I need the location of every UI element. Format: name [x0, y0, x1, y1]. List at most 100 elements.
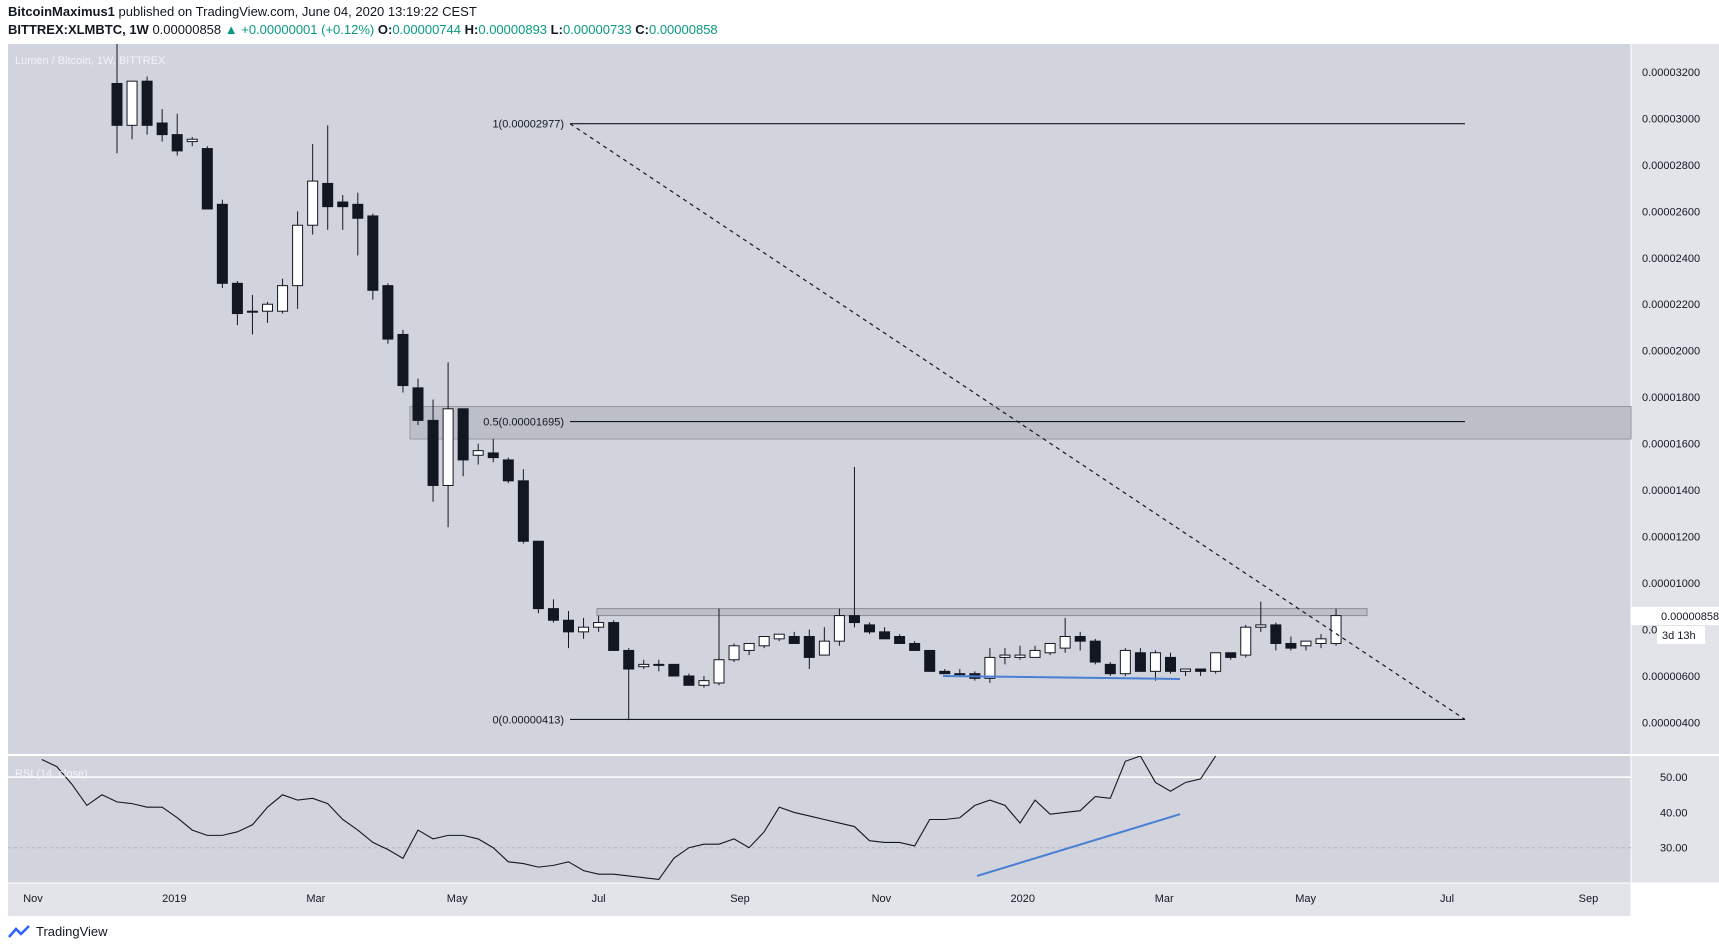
candle-bull	[307, 180, 319, 226]
publish-header: BitcoinMaximus1 published on TradingView…	[0, 0, 1719, 44]
candle-bear	[547, 608, 559, 621]
candle-bull	[1300, 640, 1312, 647]
candle-bear	[1285, 642, 1297, 649]
candle-bear	[382, 285, 394, 340]
open-value: 0.00000744	[392, 22, 462, 37]
rsi-title: RSI (14, close)	[15, 768, 88, 780]
time-tick-label: Mar	[306, 893, 325, 905]
candle-bull	[984, 656, 996, 679]
candle-bear	[427, 419, 439, 486]
price-tick-label: 0.00001000	[1642, 578, 1700, 590]
time-tick-label: 2019	[162, 893, 186, 905]
fib-level-label: 1(0.00002977)	[492, 119, 564, 131]
countdown-label: 3d 13h	[1662, 630, 1696, 642]
time-tick-label: Jul	[1440, 893, 1454, 905]
tradingview-icon	[8, 924, 30, 938]
last-price-tag	[1631, 607, 1719, 625]
candle-bear	[879, 631, 891, 640]
candle-bear	[532, 540, 544, 610]
price-tick-label: 0.00002400	[1642, 253, 1700, 265]
rsi-tick-label: 30.00	[1660, 843, 1688, 855]
chart-title: Lumen / Bitcoin, 1W, BITTREX	[15, 55, 166, 67]
candle-bull	[773, 633, 785, 640]
candle-bear	[201, 148, 213, 210]
descending-trendline	[569, 123, 1466, 720]
last-price-label: 0.00000858	[1661, 611, 1719, 623]
ohlc-legend: BITTREX:XLMBTC, 1W 0.00000858 ▲ +0.00000…	[8, 22, 718, 37]
time-tick-label: Sep	[1579, 893, 1599, 905]
candle-bull	[262, 303, 273, 312]
candle-bull	[638, 663, 650, 668]
candle-bull	[1330, 615, 1342, 644]
candle-bear	[216, 203, 228, 284]
time-tick-label: Jul	[592, 893, 606, 905]
countdown-tag	[1657, 626, 1705, 644]
candle-bull	[186, 138, 198, 143]
author-name[interactable]: BitcoinMaximus1	[8, 4, 115, 19]
candle-bear	[1074, 636, 1086, 642]
candle-bear	[909, 642, 921, 651]
candle-bear	[623, 649, 635, 670]
candle-bull	[1240, 626, 1252, 656]
candle-bull	[954, 673, 966, 676]
high-value: 0.00000893	[478, 22, 548, 37]
candle-bear	[788, 636, 800, 644]
candle-bear	[171, 134, 183, 152]
price-tick-label: 0.00003000	[1642, 113, 1700, 125]
candle-bear	[412, 387, 424, 421]
time-tick-label: Sep	[730, 893, 750, 905]
price-tick-label: 0.00001400	[1642, 485, 1700, 497]
candle-bull	[713, 659, 725, 684]
candle-bull	[126, 80, 138, 126]
candle-bear	[1089, 640, 1101, 663]
tradingview-brand: TradingView	[36, 924, 108, 939]
candle-bull	[472, 450, 484, 456]
candle-bear	[1270, 624, 1282, 644]
rsi-divergence-line	[976, 813, 1181, 877]
candle-bear	[924, 649, 936, 672]
candle-bull	[246, 310, 258, 313]
candle-bull	[1119, 649, 1131, 675]
price-tick-label: 0.00003200	[1642, 67, 1700, 79]
candle-bear	[1104, 663, 1116, 675]
change-value: ▲ +0.00000001 (+0.12%)	[224, 22, 375, 37]
close-value: 0.00000858	[648, 22, 718, 37]
price-tick-label: 0.00002200	[1642, 299, 1700, 311]
candle-bear	[1165, 656, 1176, 672]
candle-bull	[1180, 668, 1192, 672]
candle-bear	[397, 333, 409, 387]
candle-bull	[277, 285, 289, 312]
resistance-zone	[409, 405, 1632, 440]
candle-bull	[442, 408, 454, 486]
candle-bull	[292, 224, 304, 287]
time-tick-label: 2020	[1011, 893, 1035, 905]
time-tick-label: May	[1295, 893, 1316, 905]
candle-bear	[668, 663, 680, 677]
candle-bull	[578, 626, 590, 633]
price-tick-label: 0.00000600	[1642, 671, 1700, 683]
rsi-line	[41, 756, 1217, 881]
rsi-tick-label: 40.00	[1660, 807, 1688, 819]
tradingview-logo[interactable]: TradingView	[8, 924, 108, 939]
publish-info: published on TradingView.com, June 04, 2…	[118, 4, 477, 19]
candle-bull	[1149, 652, 1161, 672]
candle-bull	[1315, 638, 1327, 644]
open-label: O:	[377, 22, 393, 37]
candle-bear	[683, 675, 695, 686]
candle-bear	[864, 624, 875, 633]
candle-bear	[848, 615, 860, 624]
candle-bear	[111, 83, 123, 126]
candle-bear	[322, 182, 334, 208]
candle-bear	[502, 459, 514, 482]
time-axis[interactable]	[8, 883, 1631, 916]
footer: TradingView	[0, 918, 1719, 948]
candle-bull	[1059, 636, 1071, 649]
candle-bear	[1134, 652, 1146, 672]
candle-bull	[818, 640, 830, 656]
candle-bear	[894, 636, 906, 644]
symbol-label[interactable]: BITTREX:XLMBTC, 1W	[8, 22, 149, 37]
candle-bear	[803, 636, 815, 658]
time-tick-label: Nov	[23, 893, 43, 905]
price-axis[interactable]	[1631, 44, 1719, 883]
